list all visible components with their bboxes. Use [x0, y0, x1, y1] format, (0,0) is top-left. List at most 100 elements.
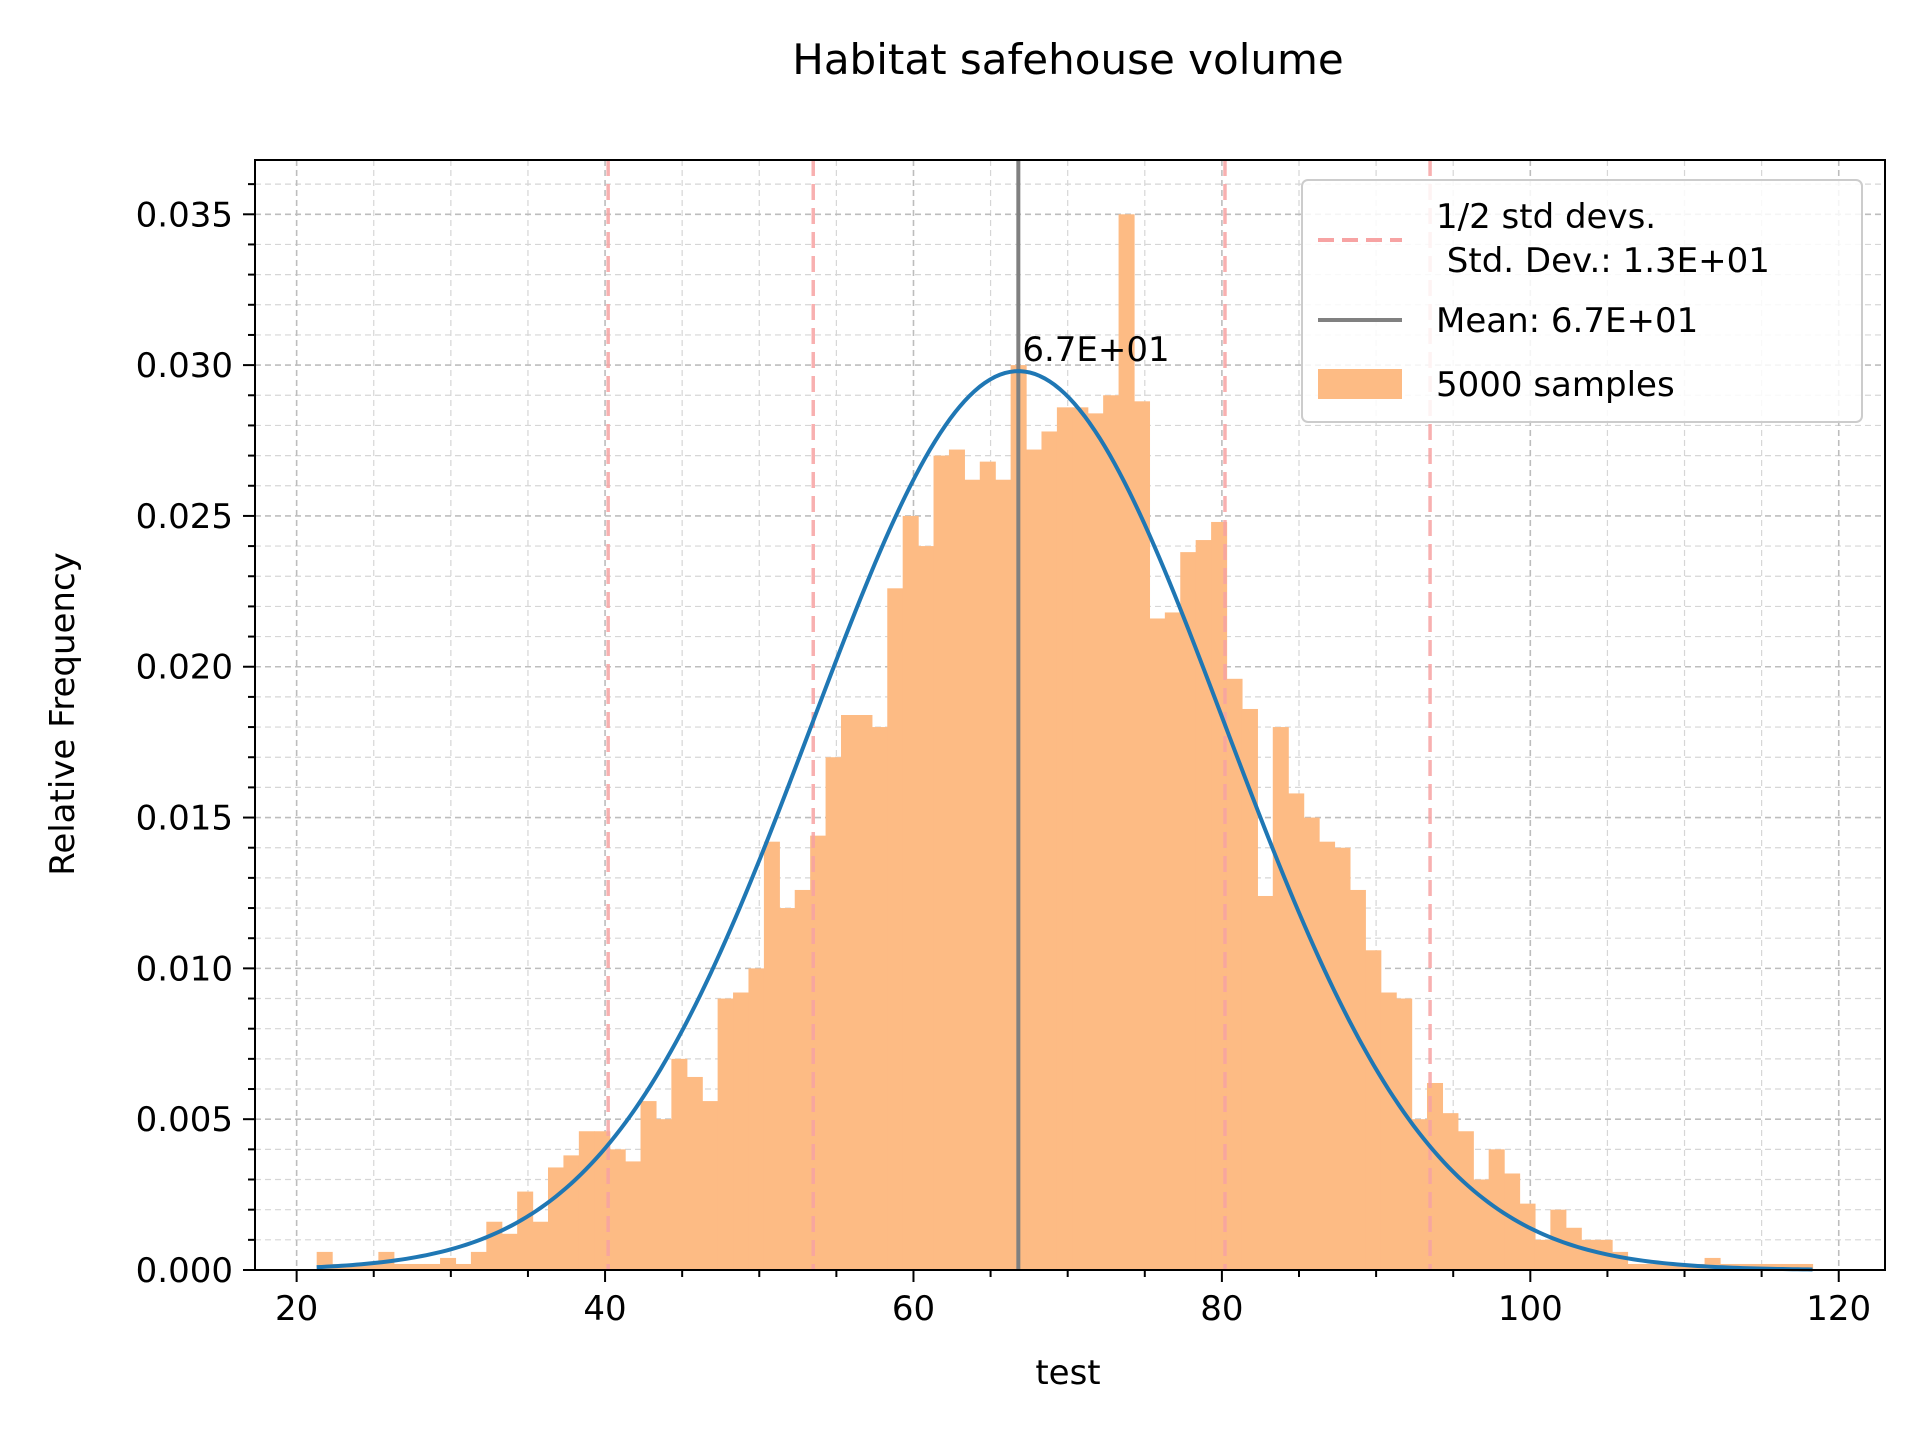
histogram-bar	[1504, 1173, 1521, 1270]
x-tick-label: 120	[1806, 1289, 1871, 1329]
histogram-bar	[1519, 1203, 1536, 1270]
histogram-bar	[1365, 950, 1382, 1270]
histogram-bar	[1457, 1131, 1474, 1270]
y-tick-label: 0.020	[136, 648, 233, 688]
histogram-bar	[733, 992, 750, 1270]
histogram-bar	[979, 461, 996, 1270]
x-tick-label: 20	[275, 1289, 318, 1329]
histogram-bar	[717, 998, 734, 1270]
histogram-bar	[440, 1257, 457, 1270]
histogram-bar	[1673, 1263, 1690, 1270]
histogram-bar	[470, 1251, 487, 1270]
histogram-bar	[902, 515, 919, 1270]
histogram-bar	[1411, 1119, 1428, 1270]
histogram-bar	[486, 1221, 503, 1270]
y-tick-label: 0.010	[136, 949, 233, 989]
histogram-bar	[1164, 612, 1181, 1270]
histogram-bar	[547, 1167, 565, 1270]
histogram-bar	[1442, 1113, 1459, 1270]
x-axis-label: test	[1035, 1353, 1100, 1393]
histogram-bar	[1133, 401, 1151, 1271]
histogram-bar	[1211, 521, 1228, 1270]
histogram-bar	[1658, 1263, 1675, 1270]
legend-std-label-line2: Std. Dev.: 1.3E+01	[1436, 241, 1770, 281]
histogram-bar	[1319, 841, 1336, 1270]
y-tick-label: 0.025	[136, 497, 233, 537]
histogram-bar	[964, 479, 981, 1270]
histogram-bar	[779, 908, 796, 1270]
histogram-bar	[918, 546, 935, 1270]
histogram-bar	[887, 588, 904, 1270]
histogram-bar	[702, 1101, 719, 1270]
y-tick-label: 0.035	[136, 195, 233, 235]
histogram-bar	[655, 1119, 672, 1270]
legend-mean-label: Mean: 6.7E+01	[1436, 301, 1698, 341]
histogram-bar	[1581, 1239, 1598, 1270]
histogram-bar	[856, 715, 873, 1270]
histogram-bar	[424, 1263, 441, 1270]
histogram-bar	[393, 1263, 410, 1270]
x-tick-label: 100	[1498, 1289, 1563, 1329]
histogram-bar	[1195, 540, 1212, 1270]
histogram-bar	[794, 889, 811, 1270]
histogram-bar	[1627, 1263, 1644, 1270]
normal-fit-curve	[316, 369, 1813, 1272]
histogram-bar	[1026, 449, 1043, 1271]
legend-hist-swatch	[1318, 369, 1402, 399]
histogram-bar	[1149, 618, 1166, 1270]
histogram-bar	[1334, 847, 1351, 1270]
x-tick-label: 40	[583, 1289, 626, 1329]
histogram-bar	[640, 1101, 657, 1270]
legend-box	[1301, 179, 1863, 423]
histogram-bar	[995, 479, 1012, 1270]
histogram-bar	[671, 1058, 688, 1270]
histogram-bar	[1041, 431, 1058, 1270]
histogram-bar	[409, 1263, 426, 1270]
legend-hist-label: 5000 samples	[1436, 365, 1675, 405]
histogram-bar	[1072, 407, 1089, 1271]
legend: 1/2 std devs. Std. Dev.: 1.3E+01 Mean: 6…	[1301, 179, 1863, 423]
histogram-bar	[933, 455, 950, 1270]
y-tick-label: 0.005	[136, 1100, 233, 1140]
histogram-bar	[1349, 889, 1366, 1270]
y-axis-label: Relative Frequency	[43, 552, 83, 876]
histogram-bar	[532, 1221, 549, 1270]
histogram-bar	[1056, 407, 1073, 1271]
std-dev-lines	[606, 160, 1432, 1270]
histogram-bar	[1087, 413, 1104, 1270]
histogram-bar	[1118, 214, 1135, 1271]
histogram-bar	[578, 1131, 595, 1270]
histogram-bar	[1226, 678, 1243, 1270]
histogram-bar	[840, 715, 858, 1270]
histogram-bar	[1396, 998, 1413, 1270]
histogram-bar	[1241, 708, 1258, 1270]
y-axis-ticks: 0.000 0.005 0.010 0.015 0.020 0.025 0.030 0.035	[136, 183, 255, 1291]
histogram-bar	[1180, 552, 1197, 1270]
histogram-bar	[625, 1161, 642, 1270]
histogram-bar	[362, 1263, 379, 1270]
histogram-bar	[686, 1076, 703, 1270]
y-tick-label: 0.000	[136, 1251, 233, 1291]
histogram-bar	[948, 449, 965, 1271]
histogram-bar	[1103, 395, 1120, 1270]
histogram-bar	[455, 1263, 472, 1270]
histogram-bar	[1272, 727, 1289, 1270]
histogram-bar	[501, 1233, 518, 1270]
histogram-bar	[1380, 992, 1397, 1270]
histogram-bar	[1303, 817, 1320, 1270]
histogram-bar	[594, 1131, 611, 1270]
histogram-bar	[1797, 1263, 1814, 1270]
histogram-bar	[1257, 895, 1274, 1270]
plot-frame	[254, 159, 1886, 1271]
histogram-bar	[1642, 1263, 1659, 1270]
histogram-bar	[763, 841, 780, 1270]
histogram-bar	[517, 1191, 534, 1270]
histogram-bar	[748, 968, 765, 1270]
histogram-bar	[609, 1149, 626, 1270]
histogram-bar	[871, 727, 888, 1270]
histogram-bar	[825, 757, 842, 1270]
histogram-bar	[563, 1155, 580, 1270]
histogram-bar	[1781, 1263, 1798, 1270]
